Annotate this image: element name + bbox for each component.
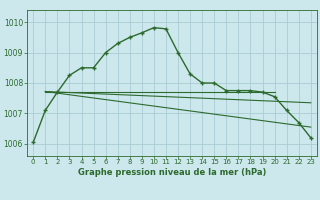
X-axis label: Graphe pression niveau de la mer (hPa): Graphe pression niveau de la mer (hPa)	[78, 168, 266, 177]
